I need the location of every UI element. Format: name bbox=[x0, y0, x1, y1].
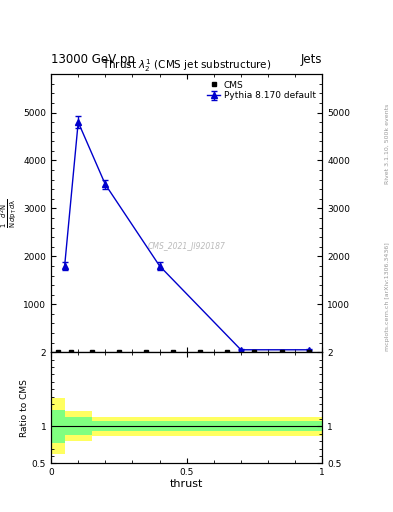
Text: Jets: Jets bbox=[301, 53, 322, 66]
CMS bbox=[279, 349, 284, 355]
CMS bbox=[144, 349, 149, 355]
Text: mcplots.cern.ch [arXiv:1306.3436]: mcplots.cern.ch [arXiv:1306.3436] bbox=[385, 243, 389, 351]
Y-axis label: Ratio to CMS: Ratio to CMS bbox=[20, 379, 29, 437]
CMS bbox=[171, 349, 175, 355]
CMS bbox=[225, 349, 230, 355]
Line: CMS: CMS bbox=[55, 350, 311, 354]
CMS bbox=[55, 349, 60, 355]
Y-axis label: $\frac{1}{\mathrm{N}}\frac{d^2\mathrm{N}}{d\mathrm{p_T}\,d\mathrm{\lambda}}$: $\frac{1}{\mathrm{N}}\frac{d^2\mathrm{N}… bbox=[0, 198, 19, 228]
CMS bbox=[69, 349, 74, 355]
CMS bbox=[90, 349, 94, 355]
Legend: CMS, Pythia 8.170 default: CMS, Pythia 8.170 default bbox=[205, 79, 318, 102]
CMS bbox=[198, 349, 203, 355]
Text: CMS_2021_JI920187: CMS_2021_JI920187 bbox=[148, 242, 226, 251]
CMS bbox=[252, 349, 257, 355]
CMS bbox=[306, 349, 311, 355]
CMS bbox=[116, 349, 121, 355]
Text: 13000 GeV pp: 13000 GeV pp bbox=[51, 53, 135, 66]
X-axis label: thrust: thrust bbox=[170, 479, 203, 488]
Text: Rivet 3.1.10, 500k events: Rivet 3.1.10, 500k events bbox=[385, 103, 389, 183]
Title: Thrust $\lambda_2^1$ (CMS jet substructure): Thrust $\lambda_2^1$ (CMS jet substructu… bbox=[102, 57, 272, 74]
